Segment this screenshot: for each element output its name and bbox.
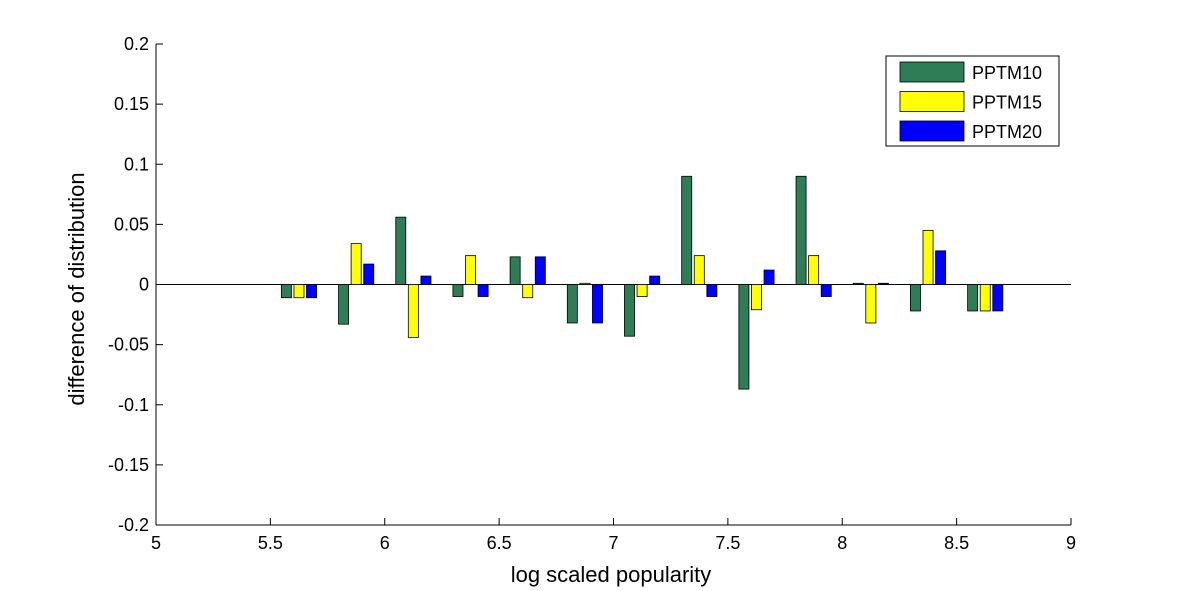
x-axis-ticks: 5 5.5 6 6.5 7 7.5 8 8.5 9 xyxy=(151,518,1076,553)
y-axis-ticks: -0.2 -0.15 -0.1 -0.05 0 0.05 0.1 0.15 0.2 xyxy=(108,34,163,535)
bar-pptm10-4 xyxy=(509,256,521,285)
legend: PPTM10 PPTM15 PPTM20 xyxy=(885,55,1060,147)
y-tick-label: 0 xyxy=(139,275,149,295)
bar-pptm20-11 xyxy=(935,250,947,285)
legend-swatch-pptm10 xyxy=(899,61,965,83)
bar-pptm20-8 xyxy=(763,269,775,285)
y-tick-label: -0.1 xyxy=(118,395,149,415)
x-tick-label: 6 xyxy=(380,533,390,553)
bar-pptm10-9 xyxy=(795,175,807,285)
bar-pptm10-7 xyxy=(681,175,693,285)
x-tick-label: 9 xyxy=(1066,533,1076,553)
x-tick-label: 8.5 xyxy=(944,533,969,553)
y-tick-label: 0.05 xyxy=(114,214,149,234)
bar-pptm15-10 xyxy=(865,284,877,324)
y-axis-title: difference of distribution xyxy=(64,172,89,405)
bar-pptm10-3 xyxy=(452,284,464,297)
bars xyxy=(280,175,1004,390)
bar-pptm10-5 xyxy=(566,284,578,324)
bar-pptm15-0 xyxy=(293,284,305,299)
bar-pptm10-10 xyxy=(852,282,864,285)
bar-pptm10-2 xyxy=(395,216,407,285)
x-tick-label: 7.5 xyxy=(715,533,740,553)
bar-pptm10-6 xyxy=(624,284,635,337)
bar-pptm15-9 xyxy=(808,255,820,285)
bar-pptm15-5 xyxy=(579,282,591,285)
bar-pptm20-3 xyxy=(477,284,489,297)
legend-label-pptm10: PPTM10 xyxy=(972,63,1042,83)
y-tick-label: 0.2 xyxy=(124,34,149,54)
bar-pptm20-7 xyxy=(706,284,718,297)
bar-pptm20-6 xyxy=(649,275,661,285)
bar-pptm20-4 xyxy=(534,256,546,285)
y-tick-label: -0.05 xyxy=(108,335,149,355)
x-tick-label: 5 xyxy=(151,533,161,553)
legend-label-pptm15: PPTM15 xyxy=(972,93,1042,113)
y-tick-label: 0.1 xyxy=(124,154,149,174)
x-tick-label: 7 xyxy=(608,533,618,553)
y-tick-label: 0.15 xyxy=(114,94,149,114)
bar-pptm10-11 xyxy=(910,284,921,312)
legend-swatch-pptm15 xyxy=(899,91,965,112)
x-tick-label: 5.5 xyxy=(258,533,283,553)
bar-pptm10-12 xyxy=(967,284,979,312)
y-tick-label: -0.2 xyxy=(118,515,149,535)
bar-pptm10-8 xyxy=(738,284,750,390)
legend-label-pptm20: PPTM20 xyxy=(972,122,1042,142)
legend-swatch-pptm20 xyxy=(899,120,965,142)
y-tick-label: -0.15 xyxy=(108,455,149,475)
x-tick-label: 6.5 xyxy=(487,533,512,553)
bar-pptm15-2 xyxy=(407,284,419,338)
bar-pptm20-10 xyxy=(877,282,889,285)
bar-pptm20-9 xyxy=(820,284,832,297)
bar-pptm10-0 xyxy=(280,284,292,299)
bar-pptm20-12 xyxy=(992,284,1004,312)
bar-pptm15-12 xyxy=(979,284,991,312)
bar-pptm15-4 xyxy=(522,284,534,299)
bar-pptm20-5 xyxy=(592,284,603,324)
x-axis-title: log scaled popularity xyxy=(511,562,712,587)
bar-pptm15-11 xyxy=(922,229,934,285)
bar-pptm15-3 xyxy=(465,255,476,285)
bar-pptm15-8 xyxy=(751,284,762,311)
bar-pptm20-1 xyxy=(363,263,375,285)
bar-pptm15-1 xyxy=(350,243,362,285)
bar-pptm10-1 xyxy=(338,284,350,325)
bar-pptm20-0 xyxy=(306,284,317,299)
x-tick-label: 8 xyxy=(837,533,847,553)
bar-pptm15-6 xyxy=(636,284,648,297)
bar-pptm20-2 xyxy=(420,275,432,285)
bar-pptm15-7 xyxy=(693,255,705,285)
